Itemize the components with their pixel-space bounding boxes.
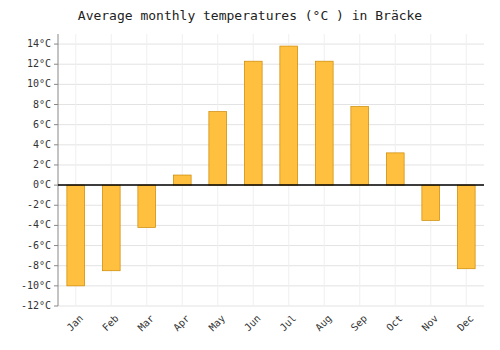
grid-line: [58, 164, 484, 165]
x-tick-label: Jun: [242, 313, 263, 334]
bar: [67, 185, 85, 286]
y-tick: [54, 104, 58, 105]
bar: [422, 185, 440, 220]
bar: [315, 61, 333, 185]
x-tick-label: Sep: [349, 313, 370, 334]
grid: [58, 34, 484, 306]
y-tick-label: -4°C: [27, 219, 51, 230]
bar: [386, 153, 404, 185]
x-tick-label: Feb: [100, 313, 121, 334]
bar: [102, 185, 120, 271]
y-tick: [54, 265, 58, 266]
chart-container: -12°C -10°C -8°C -6°C -4°C -2°C 0°C 2°C 4°C 6°C 8°…: [0, 0, 500, 350]
chart: -12°C -10°C -8°C -6°C -4°C -2°C 0°C 2°C 4°C 6°C 8°…: [0, 0, 500, 350]
x-tick-label: Aug: [313, 313, 334, 334]
bars: [67, 46, 475, 286]
x-tick-label: Jan: [65, 313, 86, 334]
y-tick: [54, 44, 58, 45]
y-tick: [54, 124, 58, 125]
x-axis: Jan Feb Mar Apr May Jun Jul Aug Sep Oct Nov Dec: [65, 313, 476, 334]
x-tick-label: May: [207, 313, 228, 334]
grid-line: [58, 64, 484, 65]
y-tick-label: 2°C: [33, 159, 51, 170]
grid-line: [58, 225, 484, 226]
y-tick-label: -10°C: [21, 280, 51, 291]
y-axis-line: [58, 34, 59, 306]
y-tick-label: 10°C: [27, 78, 51, 89]
y-tick: [54, 84, 58, 85]
y-tick: [54, 245, 58, 246]
y-tick: [54, 306, 58, 307]
grid-line: [58, 144, 484, 145]
grid-line: [58, 104, 484, 105]
y-tick: [54, 164, 58, 165]
grid-line: [58, 245, 484, 246]
y-tick-label: 14°C: [27, 38, 51, 49]
grid-line-x: [146, 34, 147, 306]
grid-line: [58, 306, 484, 307]
y-tick-label: 8°C: [33, 99, 51, 110]
grid-line: [58, 185, 484, 186]
grid-line: [58, 285, 484, 286]
grid-line-x: [430, 34, 431, 306]
x-tick-label: Oct: [384, 313, 405, 334]
y-tick: [54, 285, 58, 286]
bar: [209, 112, 227, 186]
y-tick: [54, 205, 58, 206]
grid-line-x: [182, 34, 183, 306]
x-tick-label: Apr: [171, 313, 192, 334]
x-tick-label: Jul: [278, 313, 299, 334]
y-tick-label: -2°C: [27, 199, 51, 210]
bar: [280, 46, 298, 185]
y-axis: -12°C -10°C -8°C -6°C -4°C -2°C 0°C 2°C 4°C 6°C 8°…: [21, 38, 58, 311]
grid-line: [58, 44, 484, 45]
y-tick-label: 6°C: [33, 119, 51, 130]
y-tick-label: 12°C: [27, 58, 51, 69]
bar: [351, 107, 369, 186]
title: Average monthly temperatures (°C ) in Br…: [78, 8, 423, 23]
y-tick-label: 0°C: [33, 179, 51, 190]
grid-line: [58, 265, 484, 266]
y-tick: [54, 64, 58, 65]
y-tick-label: -8°C: [27, 260, 51, 271]
zero-line: [58, 184, 484, 186]
y-tick: [54, 144, 58, 145]
grid-line: [58, 84, 484, 85]
bar: [138, 185, 156, 227]
x-tick-label: Nov: [420, 313, 441, 334]
bar: [457, 185, 475, 269]
y-tick-label: -6°C: [27, 240, 51, 251]
x-tick-label: Mar: [136, 313, 157, 334]
grid-line: [58, 124, 484, 125]
bar: [244, 61, 262, 185]
y-tick: [54, 225, 58, 226]
bar: [173, 175, 191, 185]
y-tick-label: 4°C: [33, 139, 51, 150]
x-tick-label: Dec: [455, 313, 476, 334]
y-tick-label: -12°C: [21, 300, 51, 311]
y-tick: [54, 185, 58, 186]
grid-line: [58, 205, 484, 206]
